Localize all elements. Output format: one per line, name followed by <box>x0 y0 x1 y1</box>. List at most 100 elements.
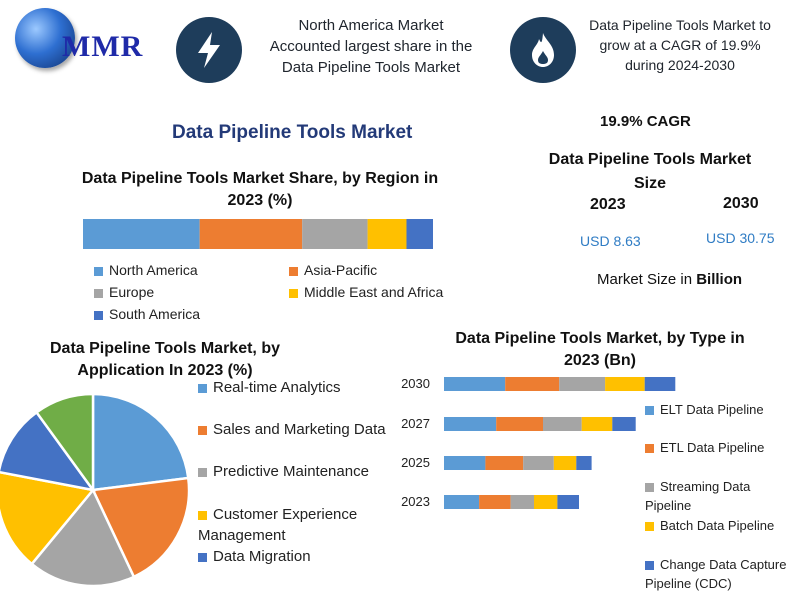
legend-swatch <box>198 425 207 435</box>
type-bar-segment <box>644 377 676 391</box>
legend-customer-experience: Customer Experience Management <box>198 504 373 546</box>
type-bar-segment <box>523 456 554 470</box>
legend-label: ELT Data Pipeline <box>660 402 764 417</box>
market-size-unit: Market Size in Billion <box>597 271 742 288</box>
value-2030: USD 30.75 <box>706 230 775 246</box>
legend-label: Predictive Maintenance <box>213 463 369 480</box>
type-axis-label: 2030 <box>401 376 430 391</box>
pie-slice <box>30 487 136 588</box>
region-chart-title: Data Pipeline Tools Market Share, by Reg… <box>81 170 439 209</box>
callout-line: Data Pipeline Tools Market <box>281 59 461 76</box>
logo-globe-icon <box>15 8 75 68</box>
type-bar-segment <box>444 377 506 391</box>
legend-label: Asia-Pacific <box>304 262 378 278</box>
pie-slice <box>0 410 96 492</box>
legend-etl: ETL Data Pipeline <box>645 438 764 457</box>
legend-label: Customer Experience Management <box>198 506 358 544</box>
type-bar-segment <box>553 456 577 470</box>
type-bar-segment <box>605 377 645 391</box>
region-bar-segment <box>199 219 303 249</box>
legend-streaming: Streaming Data Pipeline <box>645 477 770 515</box>
callout-line: Data Pipeline Tools Market to <box>589 17 771 33</box>
legend-swatch <box>198 552 207 562</box>
type-bar-segment <box>479 495 511 509</box>
type-bar-segment <box>505 377 560 391</box>
legend-label: Middle East and Africa <box>304 284 444 300</box>
type-bar-segment <box>485 456 524 470</box>
legend-asia-pacific: Asia-Pacific <box>289 262 377 278</box>
market-size-title: Data Pipeline Tools Market Size <box>548 151 752 192</box>
unit-prefix: Market Size in <box>597 271 697 288</box>
legend-swatch <box>94 310 103 320</box>
value-2023: USD 8.63 <box>580 233 641 249</box>
type-bar-segment <box>534 495 558 509</box>
pie-slice <box>91 392 190 492</box>
legend-label: Sales and Marketing Data <box>213 421 386 438</box>
type-bar-segment <box>557 495 579 509</box>
type-bar-segment <box>496 417 543 431</box>
type-bar-segment <box>444 417 497 431</box>
main-title: Data Pipeline Tools Market <box>172 122 413 143</box>
type-bar-segment <box>612 417 636 431</box>
type-axis-label: 2023 <box>401 494 430 509</box>
flame-icon <box>510 17 576 83</box>
pie-slice <box>91 476 191 579</box>
unit-bold: Billion <box>696 271 743 288</box>
legend-label: Data Migration <box>213 548 311 565</box>
legend-swatch <box>198 510 207 520</box>
legend-south-america: South America <box>94 306 200 322</box>
north-america-callout: North America Market Accounted largest s… <box>246 15 496 78</box>
legend-sales-marketing: Sales and Marketing Data <box>198 419 408 440</box>
legend-swatch <box>645 406 654 416</box>
type-bar-segment <box>576 456 592 470</box>
type-axis-label: 2025 <box>401 455 430 470</box>
legend-europe: Europe <box>94 284 154 300</box>
bolt-icon <box>176 17 242 83</box>
legend-label: South America <box>109 306 201 322</box>
legend-batch: Batch Data Pipeline <box>645 516 774 535</box>
legend-swatch <box>198 383 207 393</box>
type-bar-segment <box>510 495 534 509</box>
legend-data-migration: Data Migration <box>198 546 398 567</box>
year-2030-label: 2030 <box>723 195 759 212</box>
pie-slice <box>34 392 95 494</box>
type-bar-segment <box>581 417 613 431</box>
region-bar-segment <box>367 219 407 249</box>
year-2023-label: 2023 <box>590 196 626 213</box>
legend-swatch <box>289 266 298 276</box>
legend-label: Europe <box>109 284 155 300</box>
callout-line: Accounted largest share in the <box>269 38 473 55</box>
type-bar-segment <box>543 417 582 431</box>
legend-mea: Middle East and Africa <box>289 284 443 300</box>
type-axis-label: 2027 <box>401 416 430 431</box>
application-chart-title: Data Pipeline Tools Market, by Applicati… <box>50 340 280 379</box>
callout-line: grow at a CAGR of 19.9% <box>599 37 761 53</box>
legend-swatch <box>94 288 103 298</box>
legend-north-america: North America <box>94 262 198 278</box>
cagr-callout: Data Pipeline Tools Market to grow at a … <box>580 15 780 75</box>
callout-line: North America Market <box>298 17 444 34</box>
legend-label: Batch Data Pipeline <box>660 518 775 533</box>
region-bar-segment <box>406 219 433 249</box>
legend-label: North America <box>109 262 198 278</box>
legend-swatch <box>645 561 654 571</box>
legend-label: ETL Data Pipeline <box>660 440 765 455</box>
legend-swatch <box>94 266 103 276</box>
legend-cdc: Change Data Capture Pipeline (CDC) <box>645 555 795 593</box>
region-bar-segment <box>83 219 200 249</box>
legend-label: Change Data Capture Pipeline (CDC) <box>645 557 787 591</box>
legend-swatch <box>645 483 654 493</box>
type-bar-segment <box>444 456 486 470</box>
cagr-label: 19.9% CAGR <box>600 113 691 130</box>
callout-line: during 2024-2030 <box>625 57 735 73</box>
legend-elt: ELT Data Pipeline <box>645 400 764 419</box>
legend-real-time: Real-time Analytics <box>198 377 398 398</box>
type-bar-segment <box>559 377 606 391</box>
legend-swatch <box>645 444 654 454</box>
type-bar-segment <box>444 495 480 509</box>
type-chart-title: Data Pipeline Tools Market, by Type in 2… <box>455 330 745 369</box>
legend-label: Real-time Analytics <box>213 379 341 396</box>
legend-swatch <box>289 288 298 298</box>
